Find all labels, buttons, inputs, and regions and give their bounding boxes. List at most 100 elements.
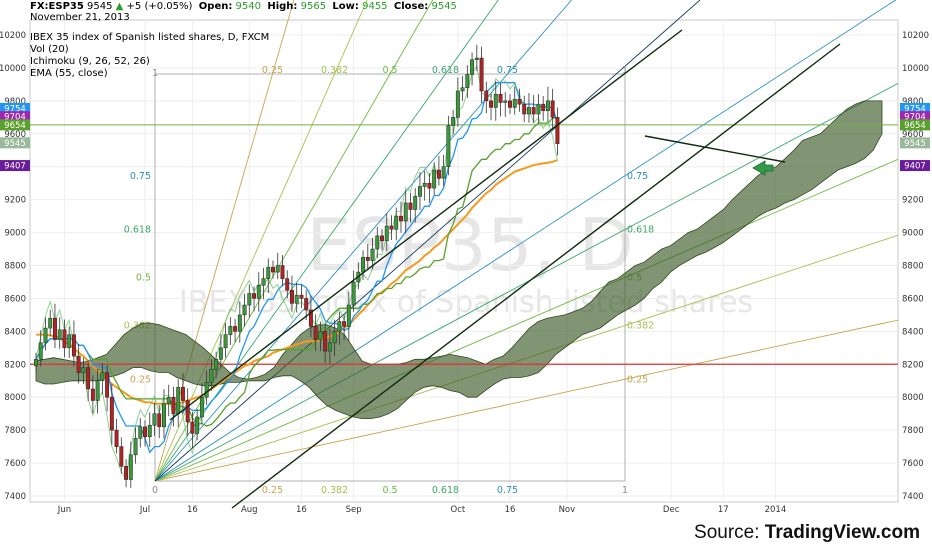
candle-body	[403, 202, 408, 222]
candle-body	[365, 257, 370, 261]
candle-body	[484, 90, 489, 102]
low-label: Low:	[332, 1, 359, 12]
candle-body	[157, 413, 162, 428]
x-axis: Jun Jul 16 Aug 16 Sep Oct 16 Nov Dec 17 2014	[57, 505, 786, 515]
channel-upper-line	[169, 29, 683, 421]
kijun-line	[35, 117, 558, 427]
candle-body	[138, 426, 143, 439]
y-tick-label-right: 10000	[902, 64, 929, 74]
price-badge-left	[0, 102, 30, 114]
y-tick-label-left: 9200	[4, 196, 26, 206]
candle-body	[550, 100, 555, 118]
candle-body	[498, 94, 503, 103]
candle-body	[43, 327, 48, 344]
candle-body	[308, 309, 313, 327]
candle-body	[62, 329, 67, 349]
candle-body	[422, 182, 427, 187]
fib-label-bottom: 0.5	[382, 485, 397, 496]
price-badge-text-left: 9654	[4, 121, 26, 131]
candle-body	[95, 380, 100, 401]
candle-body	[100, 372, 105, 381]
candle-body	[493, 94, 498, 108]
fib-label-right: 0.382	[627, 321, 654, 332]
fib-label-left: 0.618	[124, 224, 151, 235]
candle-body	[342, 321, 347, 327]
candle-body	[81, 367, 86, 373]
candle-body	[323, 331, 328, 352]
candle-body	[489, 100, 493, 108]
fan-ray	[154, 158, 899, 482]
x-tick-label: 2014	[765, 505, 787, 515]
fib-label-bottom: 0.618	[432, 485, 459, 496]
candle-body	[247, 293, 252, 306]
fib-label-top: 0.75	[497, 65, 518, 76]
x-tick-label: Dec	[663, 505, 680, 515]
close-label: Close:	[393, 1, 429, 12]
price-badge-right	[900, 137, 930, 149]
candle-body	[389, 225, 394, 230]
candle-body	[460, 87, 465, 92]
candle-body	[451, 117, 456, 126]
x-tick-label: 16	[187, 505, 198, 515]
candle-body	[417, 186, 422, 197]
y-tick-label-left: 9800	[4, 97, 26, 107]
legend-title: IBEX 35 index of Spanish listed shares, …	[30, 32, 270, 43]
y-tick-label-right: 8600	[902, 294, 924, 304]
candle-body	[171, 396, 176, 414]
fib-label-corner: 1	[152, 68, 158, 79]
candle-body	[242, 304, 247, 316]
candle-body	[555, 117, 560, 144]
candle-body	[294, 294, 299, 304]
fib-label-right: 0.618	[627, 224, 654, 235]
candle-body	[252, 293, 256, 299]
candle-body	[199, 396, 204, 418]
fib-label-right: 0.25	[627, 374, 648, 385]
price-badge-text-right: 9545	[904, 139, 926, 149]
candle-body	[105, 372, 110, 398]
candle-body	[124, 466, 129, 480]
candle-body	[290, 289, 294, 304]
candle-body	[394, 215, 399, 230]
price-badge-text-left: 9704	[4, 113, 26, 123]
y-tick-label-left: 7400	[4, 492, 26, 502]
candle-body	[266, 266, 271, 279]
fan-ray	[154, 0, 368, 482]
y-tick-label-left: 9000	[4, 229, 26, 239]
candle-body	[218, 347, 223, 360]
fan-ray	[154, 82, 899, 482]
candle-body	[375, 235, 380, 250]
price-badge-right	[900, 119, 930, 131]
candle-body	[176, 387, 181, 414]
candle-body	[380, 235, 384, 242]
y-tick-label-right: 10200	[902, 31, 929, 41]
fib-label-bottom: 0.75	[497, 485, 518, 496]
fib-label-top: 0.382	[321, 65, 348, 76]
close-value: 9545	[431, 1, 457, 12]
candle-body	[351, 281, 356, 306]
legend-item-ichimoku: Ichimoku (9, 26, 52, 26)	[30, 56, 150, 67]
candle-body	[185, 400, 190, 423]
y-tick-label-right: 7600	[902, 459, 924, 469]
candle-body	[57, 329, 62, 340]
candle-body	[304, 298, 309, 311]
candle-body	[109, 396, 114, 431]
candle-body	[114, 429, 119, 447]
candle-body	[275, 265, 280, 273]
candle-body	[119, 446, 124, 467]
price-badge-left	[0, 111, 30, 123]
fib-label-right: 0.75	[627, 171, 648, 182]
y-tick-label-right: 9000	[902, 229, 924, 239]
x-tick-label: Jun	[57, 505, 71, 515]
y-tick-label-left: 8000	[4, 393, 26, 403]
source-prefix: Source:	[694, 522, 765, 543]
candle-body	[299, 294, 304, 299]
candle-body	[223, 334, 228, 349]
candle-body	[427, 182, 432, 189]
candle-body	[508, 100, 512, 108]
candle-body	[399, 215, 403, 222]
price-badge-text-left: 9407	[4, 162, 26, 172]
candle-body	[38, 342, 43, 360]
change: +5 (+0.05%)	[126, 1, 193, 12]
candle-body	[446, 125, 451, 167]
